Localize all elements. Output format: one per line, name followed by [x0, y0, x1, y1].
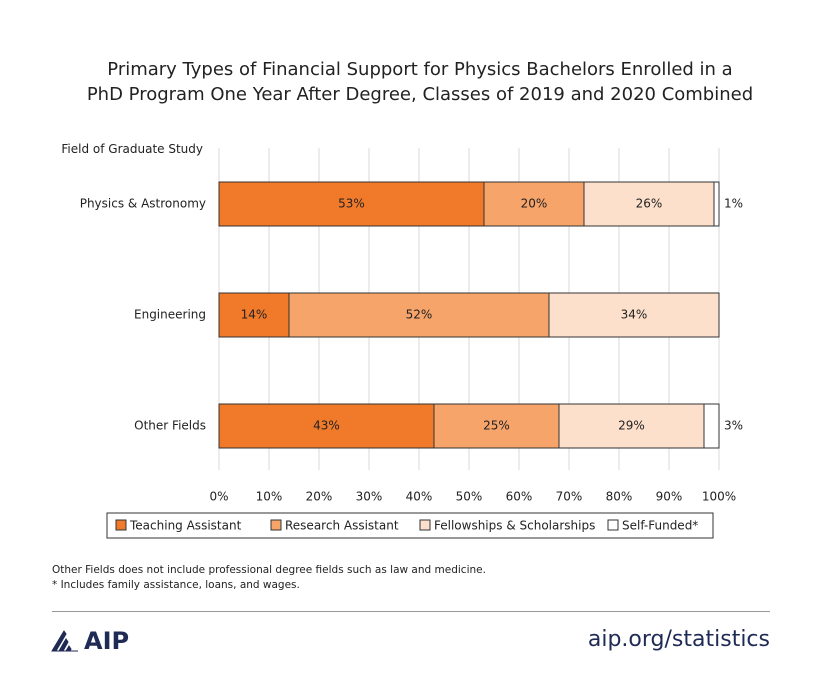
data-label: 53%: [338, 197, 365, 211]
bar-segment: [218, 403, 435, 449]
data-label: 14%: [241, 308, 268, 322]
bar-segment: [583, 181, 715, 227]
logo: AIP: [50, 627, 129, 655]
data-label: 3%: [724, 419, 743, 433]
data-label: 43%: [313, 419, 340, 433]
x-tick-label: 90%: [656, 490, 683, 504]
x-tick-label: 10%: [256, 490, 283, 504]
bar-segment: [548, 292, 720, 338]
legend-label: Research Assistant: [285, 519, 399, 533]
data-label: 1%: [724, 197, 743, 211]
data-label: 25%: [483, 419, 510, 433]
legend-swatch: [115, 519, 127, 531]
bar-segment: [288, 292, 550, 338]
note: Other Fields does not include profession…: [52, 564, 486, 576]
note: * Includes family assistance, loans, and…: [52, 579, 300, 591]
logo-icon: [51, 630, 78, 652]
data-label: 26%: [636, 197, 663, 211]
data-label: 20%: [521, 197, 548, 211]
data-label: 52%: [406, 308, 433, 322]
bar-segment: [558, 403, 705, 449]
chart-title: PhD Program One Year After Degree, Class…: [87, 84, 753, 105]
legend-label: Self-Funded*: [622, 519, 698, 533]
bar-segment: [218, 292, 290, 338]
legend-swatch: [419, 519, 431, 531]
legend-label: Teaching Assistant: [129, 519, 242, 533]
bar-segment: [713, 181, 720, 227]
y-axis-label: Field of Graduate Study: [61, 142, 203, 156]
divider: [52, 611, 770, 612]
notes: Other Fields does not include profession…: [52, 563, 486, 593]
chart-title: Primary Types of Financial Support for P…: [107, 59, 732, 80]
url: aip.org/statistics: [587, 627, 770, 652]
x-tick-label: 20%: [306, 490, 333, 504]
x-tick-label: 70%: [556, 490, 583, 504]
data-label: 34%: [621, 308, 648, 322]
x-tick-label: 0%: [209, 490, 228, 504]
x-tick-label: 30%: [356, 490, 383, 504]
x-tick-label: 60%: [506, 490, 533, 504]
y-tick-label: Engineering: [134, 308, 206, 322]
legend-swatch: [270, 519, 282, 531]
x-tick-label: 80%: [606, 490, 633, 504]
y-tick-label: Other Fields: [134, 419, 206, 433]
legend-swatch: [607, 519, 619, 531]
bar-segment: [433, 403, 560, 449]
y-tick-label: Physics & Astronomy: [80, 197, 206, 211]
logo-text: AIP: [84, 627, 130, 655]
bar-segment: [483, 181, 585, 227]
x-tick-label: 40%: [406, 490, 433, 504]
x-tick-label: 50%: [456, 490, 483, 504]
data-label: 29%: [618, 419, 645, 433]
x-tick-label: 100%: [702, 490, 736, 504]
bar-segment: [703, 403, 720, 449]
legend-label: Fellowships & Scholarships: [434, 519, 595, 533]
